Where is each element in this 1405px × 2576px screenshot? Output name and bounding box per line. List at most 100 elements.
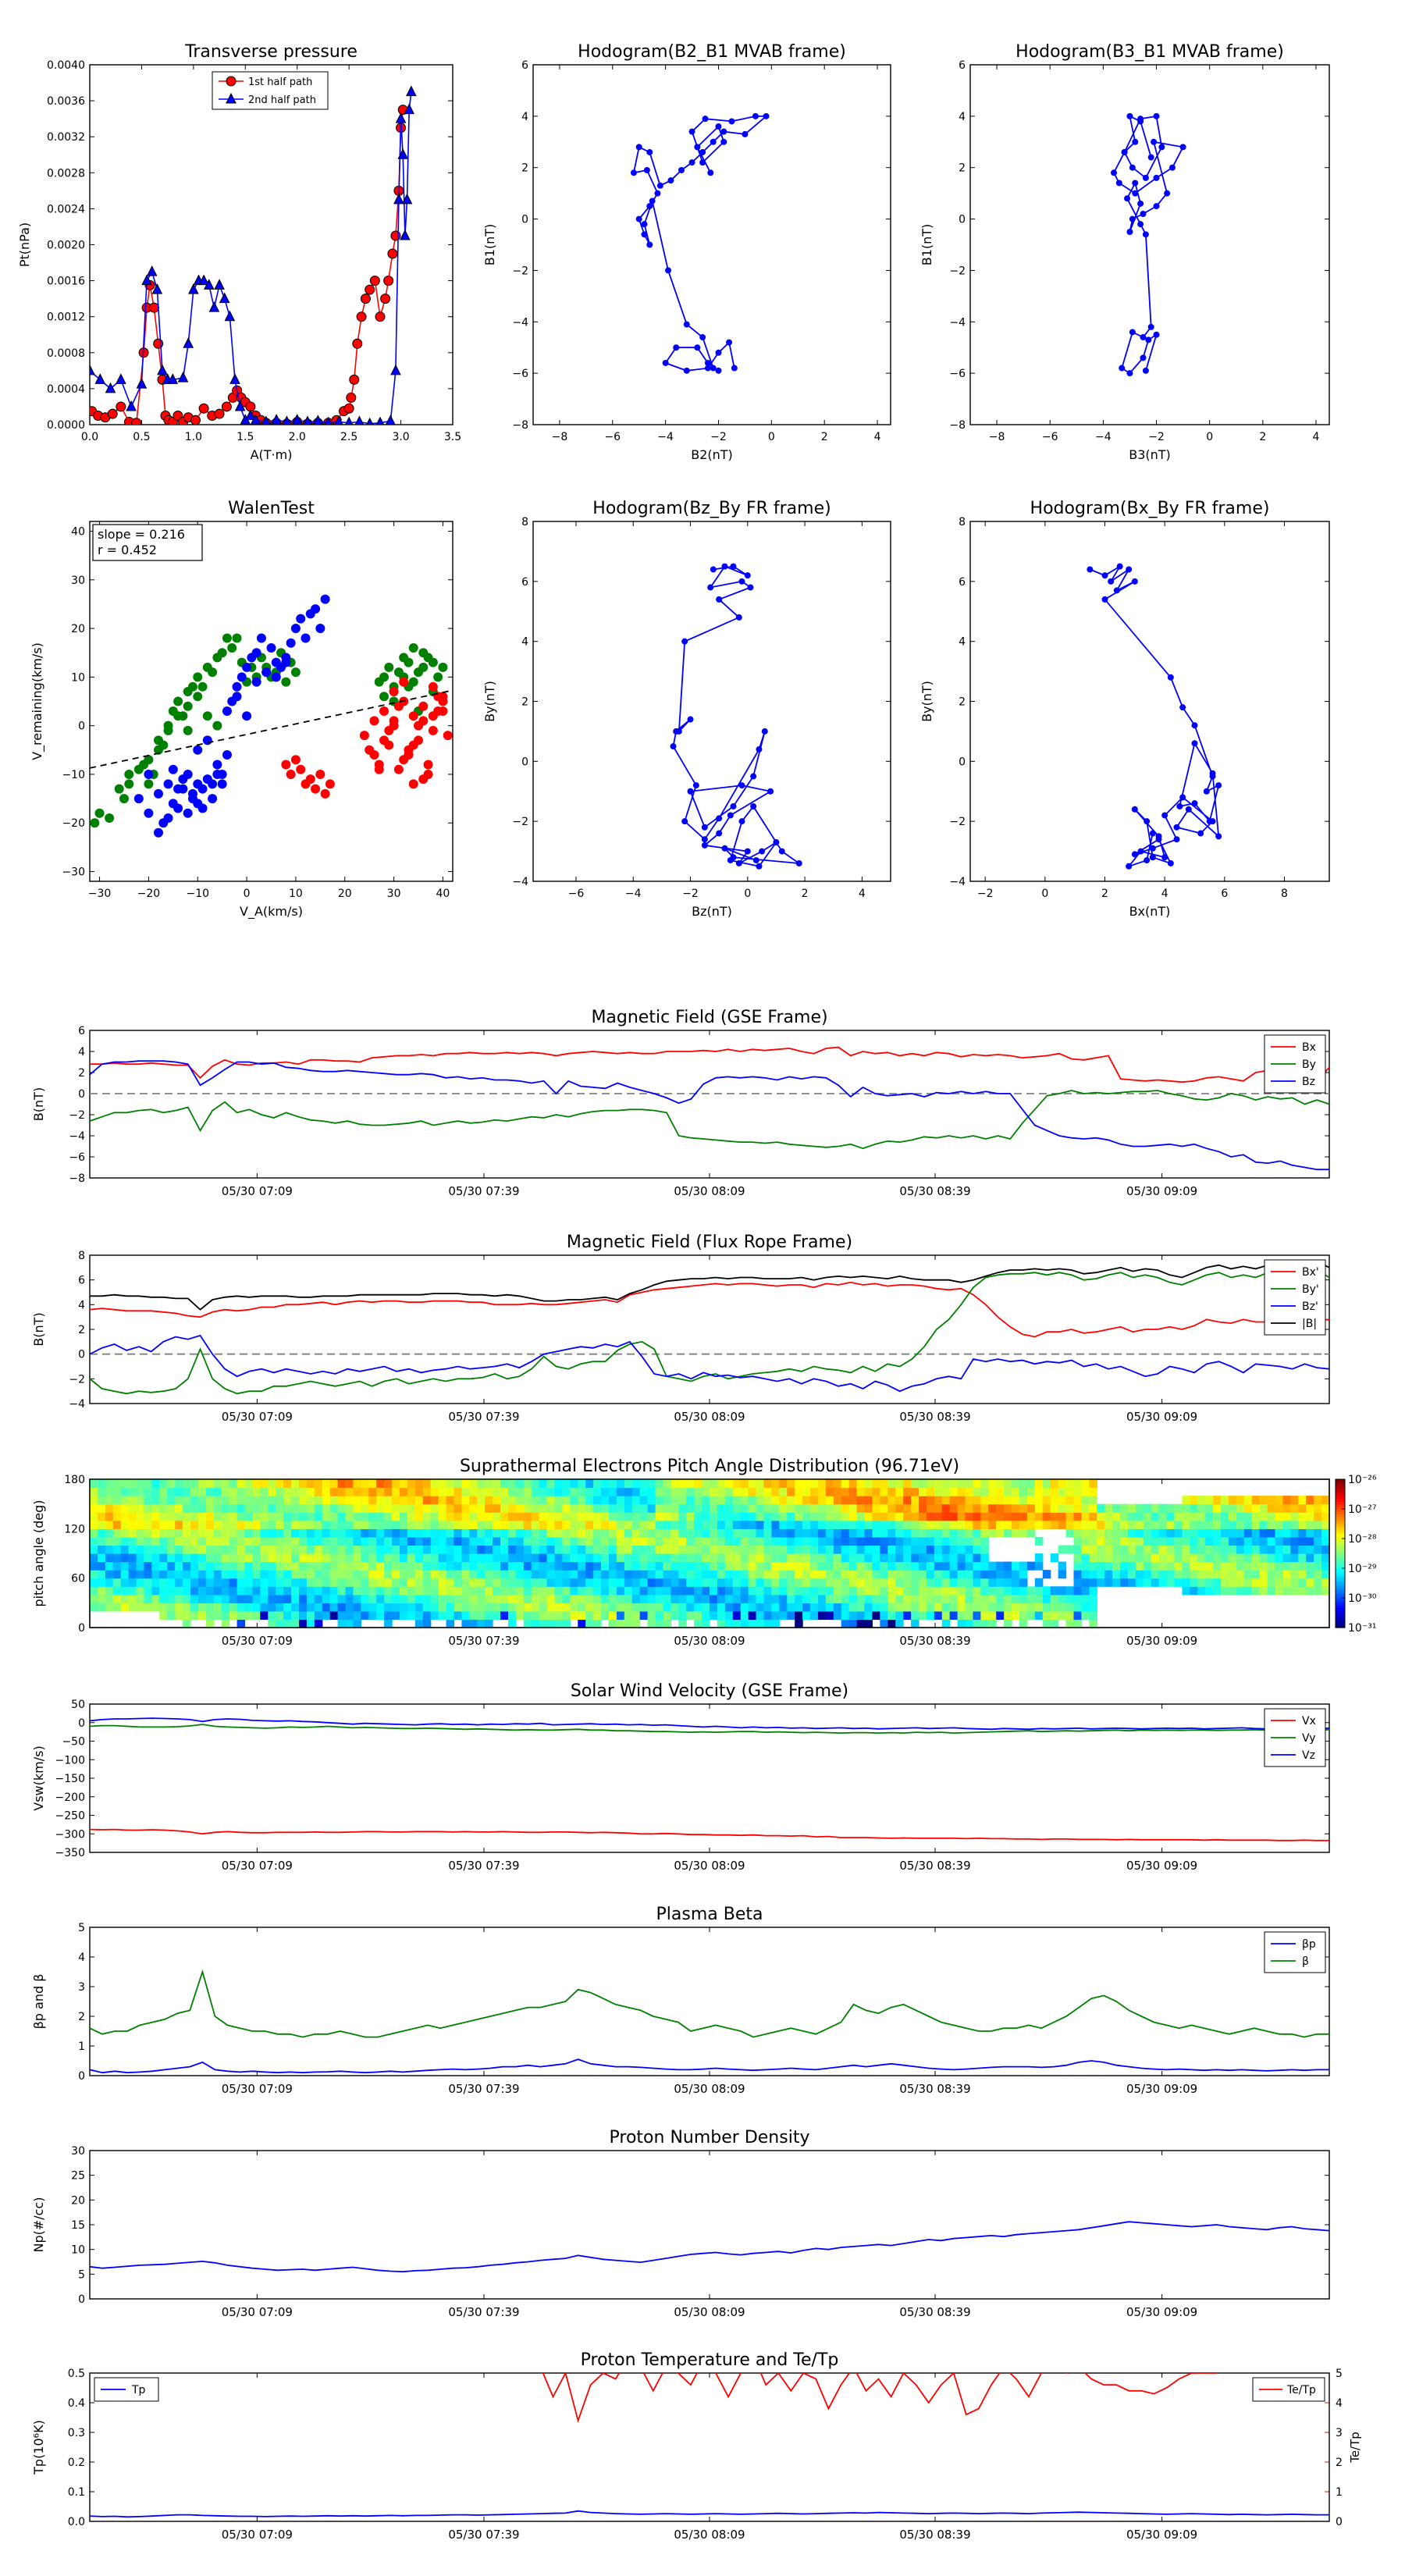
hodogram-bz-by-point	[721, 845, 728, 852]
pitch-angle-distribution-cell	[1190, 1545, 1198, 1554]
pitch-angle-distribution-cell	[988, 1578, 997, 1587]
pitch-angle-distribution-cell	[833, 1536, 842, 1546]
pitch-angle-distribution-cell	[422, 1520, 432, 1529]
pitch-angle-distribution-cell	[887, 1570, 896, 1579]
pitch-angle-distribution-cell	[631, 1594, 641, 1603]
pitch-angle-distribution-cell	[1259, 1503, 1268, 1513]
pitch-angle-distribution-cell	[151, 1479, 160, 1489]
pitch-angle-distribution-cell	[298, 1503, 308, 1513]
pitch-angle-distribution-cell	[438, 1536, 447, 1546]
walen-test-point-blue	[237, 672, 247, 682]
proton-number-density-ytick-label: 25	[71, 2170, 85, 2183]
pitch-angle-distribution-cell	[298, 1512, 308, 1521]
pitch-angle-distribution-cell	[407, 1479, 416, 1489]
pitch-angle-distribution-cell	[841, 1528, 850, 1538]
pitch-angle-distribution-cell	[756, 1512, 765, 1521]
hodogram-bx-by-point	[1131, 578, 1138, 585]
pitch-angle-distribution-cell	[507, 1487, 517, 1496]
pitch-angle-distribution-cell	[414, 1561, 424, 1571]
pitch-angle-distribution-cell	[710, 1545, 718, 1554]
pitch-angle-distribution-cell	[1112, 1578, 1121, 1587]
transverse-pressure-series-1-point	[250, 414, 261, 425]
pitch-angle-distribution-cell	[585, 1619, 594, 1628]
pitch-angle-distribution-cell	[454, 1487, 463, 1496]
pitch-angle-distribution-cell	[1042, 1619, 1051, 1628]
pitch-angle-distribution-cell	[1236, 1536, 1245, 1546]
pitch-angle-distribution-cell	[585, 1496, 594, 1505]
hodogram-bz-by-point	[752, 857, 759, 864]
walen-test-point-red	[428, 681, 438, 692]
pitch-angle-distribution-cell	[105, 1553, 114, 1563]
pitch-angle-distribution-cell	[461, 1487, 470, 1496]
transverse-pressure-series-0-point	[148, 302, 159, 313]
pitch-angle-distribution-cell	[949, 1528, 959, 1538]
pitch-angle-distribution-cell	[724, 1561, 734, 1571]
pitch-angle-distribution-colorbar-step	[1336, 1598, 1345, 1601]
pitch-angle-distribution-cell	[911, 1536, 919, 1546]
pitch-angle-distribution-cell	[237, 1479, 246, 1489]
pitch-angle-distribution-cell	[190, 1586, 199, 1596]
pitch-angle-distribution-cell	[941, 1603, 951, 1612]
pitch-angle-distribution-cell	[833, 1528, 842, 1538]
pitch-angle-distribution-cell	[895, 1586, 904, 1596]
pitch-angle-distribution-cell	[1089, 1512, 1097, 1521]
pitch-angle-distribution-cell	[841, 1520, 850, 1529]
pitch-angle-distribution-cell	[515, 1512, 525, 1521]
pitch-angle-distribution-cell	[361, 1561, 369, 1571]
pitch-angle-distribution-cell	[446, 1512, 455, 1521]
hodogram-b2-b1-point	[763, 112, 770, 119]
hodogram-b2-b1-xtick-label: 0	[768, 431, 775, 443]
pitch-angle-distribution-cell	[980, 1553, 989, 1563]
pitch-angle-distribution-cell	[485, 1496, 493, 1505]
walen-test-point-red	[438, 692, 448, 702]
pitch-angle-distribution-cell	[624, 1586, 633, 1596]
transverse-pressure-series-0-point	[383, 276, 394, 286]
pitch-angle-distribution-cell	[949, 1561, 959, 1571]
pitch-angle-distribution-cell	[686, 1561, 695, 1571]
pitch-angle-distribution-cell	[546, 1487, 556, 1496]
pitch-angle-distribution-cell	[1174, 1578, 1183, 1587]
pitch-angle-distribution-cell	[601, 1479, 610, 1489]
pitch-angle-distribution-cell	[353, 1594, 361, 1603]
pitch-angle-distribution-cell	[1012, 1512, 1020, 1521]
pitch-angle-distribution-cell	[817, 1512, 827, 1521]
pitch-angle-distribution-cell	[1314, 1561, 1322, 1571]
transverse-pressure-ytick-label: 0.0032	[47, 131, 85, 144]
hodogram-b2-b1-point	[646, 148, 653, 155]
pitch-angle-distribution-cell	[237, 1553, 246, 1563]
pitch-angle-distribution-cell	[1026, 1561, 1036, 1571]
walen-test-point-green	[183, 725, 193, 735]
walen-test-point-blue	[222, 706, 232, 716]
pitch-angle-distribution-cell	[1290, 1578, 1299, 1587]
pitch-angle-distribution-cell	[546, 1586, 556, 1596]
transverse-pressure-series-1-point	[94, 373, 106, 384]
pitch-angle-distribution-cell	[1166, 1512, 1176, 1521]
solar-wind-velocity-series-Vy-line	[90, 1724, 1329, 1735]
hodogram-bz-by-point	[701, 824, 708, 831]
pitch-angle-distribution-cell	[918, 1496, 927, 1505]
pitch-angle-distribution-cell	[787, 1561, 795, 1571]
pitch-angle-distribution-cell	[1065, 1603, 1075, 1612]
pitch-angle-distribution-cell	[1182, 1586, 1190, 1596]
pitch-angle-distribution-cell	[105, 1586, 114, 1596]
pitch-angle-distribution-cell	[546, 1610, 556, 1621]
pitch-angle-distribution-cell	[562, 1536, 571, 1546]
hodogram-b3-b1-point	[1142, 174, 1149, 181]
pitch-angle-distribution-cell	[539, 1536, 548, 1546]
pitch-angle-distribution-cell	[252, 1578, 261, 1587]
pitch-angle-distribution-cell	[1259, 1561, 1268, 1571]
pitch-angle-distribution-cell	[469, 1545, 478, 1554]
hodogram-bx-by-point	[1176, 802, 1183, 809]
pitch-angle-distribution-cell	[1019, 1496, 1028, 1505]
transverse-pressure-ylabel: Pt(nPa)	[17, 222, 32, 267]
pitch-angle-distribution-cell	[717, 1487, 726, 1496]
pitch-angle-distribution-cell	[128, 1496, 137, 1505]
pitch-angle-distribution-cell	[392, 1503, 400, 1513]
pitch-angle-distribution-cell	[400, 1503, 408, 1513]
pitch-angle-distribution-cell	[1282, 1496, 1291, 1505]
pitch-angle-distribution-cell	[136, 1561, 145, 1571]
pitch-angle-distribution-cell	[213, 1578, 222, 1587]
pitch-angle-distribution-cell	[1290, 1561, 1299, 1571]
pitch-angle-distribution-cell	[244, 1610, 254, 1621]
pitch-angle-distribution-cell	[546, 1512, 556, 1521]
